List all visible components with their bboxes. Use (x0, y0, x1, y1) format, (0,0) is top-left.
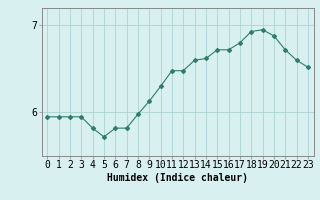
X-axis label: Humidex (Indice chaleur): Humidex (Indice chaleur) (107, 173, 248, 183)
